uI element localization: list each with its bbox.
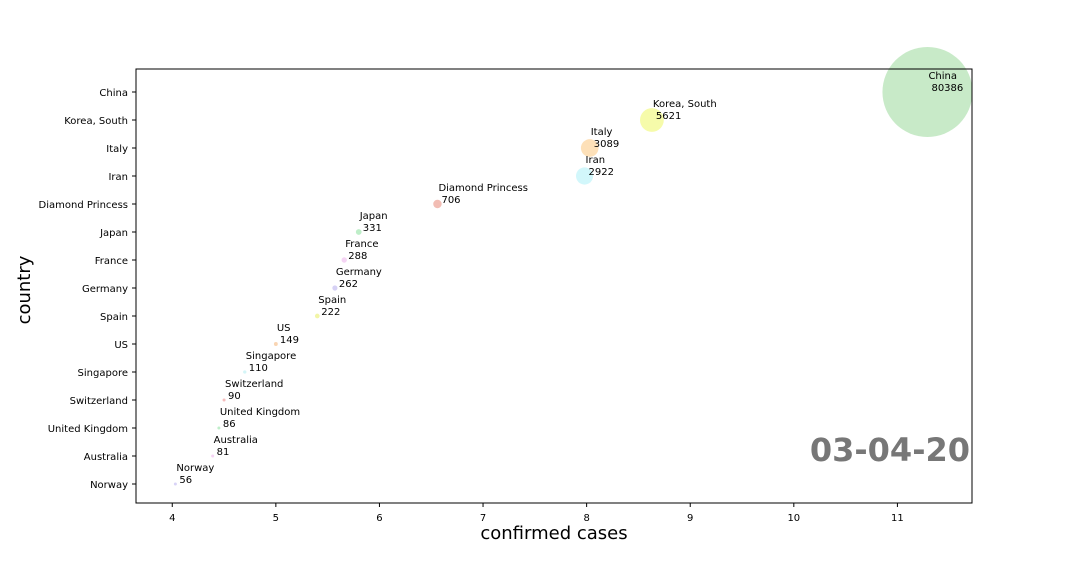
bubble-singapore	[243, 370, 247, 374]
bubble-spain	[314, 313, 320, 319]
y-tick-label-australia: Australia	[84, 452, 128, 463]
bubble-switzerland	[222, 398, 226, 402]
plot-frame	[135, 68, 973, 504]
point-value-korea-south: 5621	[656, 111, 681, 122]
bubble-japan	[355, 229, 362, 235]
point-value-germany: 262	[339, 279, 358, 290]
bubble-australia	[211, 454, 215, 458]
bubble-korea-south	[639, 108, 664, 132]
point-label-australia: Australia	[214, 435, 258, 446]
point-value-italy: 3089	[594, 139, 619, 150]
point-value-united-kingdom: 86	[223, 419, 236, 430]
date-label: 03-04-20	[810, 431, 970, 469]
y-tick-label-germany: Germany	[82, 284, 128, 295]
x-tick-label-6: 6	[376, 513, 382, 524]
bubble-united-kingdom	[217, 426, 221, 430]
y-tick-label-norway: Norway	[90, 480, 128, 491]
bubble-diamond-princess	[433, 199, 442, 209]
point-value-iran: 2922	[589, 167, 614, 178]
point-value-australia: 81	[217, 447, 230, 458]
y-tick-label-united-kingdom: United Kingdom	[48, 424, 128, 435]
point-value-china: 80386	[931, 83, 963, 94]
x-tick-label-4: 4	[169, 513, 175, 524]
point-label-germany: Germany	[336, 267, 382, 278]
bubble-germany	[332, 285, 338, 291]
point-value-switzerland: 90	[228, 391, 241, 402]
y-tick-label-diamond-princess: Diamond Princess	[39, 200, 128, 211]
point-label-japan: Japan	[359, 211, 388, 222]
y-tick-label-switzerland: Switzerland	[70, 396, 128, 407]
point-value-japan: 331	[363, 223, 382, 234]
y-tick-label-france: France	[95, 256, 128, 267]
point-value-norway: 56	[179, 475, 192, 486]
x-axis: 4 5 6 7 8 9 10 11	[169, 503, 904, 524]
point-label-singapore: Singapore	[246, 351, 296, 362]
x-tick-label-7: 7	[480, 513, 486, 524]
x-axis-title: confirmed cases	[480, 523, 627, 544]
x-tick-label-11: 11	[891, 513, 904, 524]
bubble-france	[341, 257, 347, 263]
bubble-iran	[575, 167, 594, 185]
y-tick-label-us: US	[114, 340, 128, 351]
point-label-italy: Italy	[591, 127, 613, 138]
x-tick-label-10: 10	[787, 513, 800, 524]
y-tick-label-china: China	[99, 88, 128, 99]
point-value-france: 288	[348, 251, 367, 262]
point-value-spain: 222	[321, 307, 340, 318]
point-value-singapore: 110	[249, 363, 268, 374]
bubble-italy	[580, 139, 599, 157]
bubble-layer	[173, 47, 973, 486]
y-tick-label-singapore: Singapore	[78, 368, 128, 379]
y-tick-label-korea-south: Korea, South	[64, 116, 128, 127]
x-tick-label-5: 5	[273, 513, 279, 524]
point-label-spain: Spain	[318, 295, 346, 306]
point-label-diamond-princess: Diamond Princess	[438, 183, 527, 194]
y-tick-label-japan: Japan	[99, 228, 128, 239]
point-label-france: France	[345, 239, 378, 250]
bubble-us	[273, 342, 278, 346]
bubble-norway	[173, 482, 177, 486]
y-tick-label-iran: Iran	[108, 172, 128, 183]
y-axis: China Korea, South Italy Iran Diamond Prince…	[39, 88, 136, 491]
point-label-us: US	[277, 323, 291, 334]
point-label-united-kingdom: United Kingdom	[220, 407, 300, 418]
x-tick-label-9: 9	[687, 513, 693, 524]
point-value-diamond-princess: 706	[441, 195, 460, 206]
y-tick-label-spain: Spain	[100, 312, 128, 323]
y-axis-title: country	[14, 255, 35, 324]
x-tick-label-8: 8	[583, 513, 589, 524]
point-label-korea-south: Korea, South	[653, 99, 717, 110]
y-tick-label-italy: Italy	[106, 144, 128, 155]
point-label-switzerland: Switzerland	[225, 379, 283, 390]
point-label-norway: Norway	[176, 463, 214, 474]
point-label-china: China	[928, 71, 957, 82]
point-label-iran: Iran	[586, 155, 606, 166]
point-value-us: 149	[280, 335, 299, 346]
